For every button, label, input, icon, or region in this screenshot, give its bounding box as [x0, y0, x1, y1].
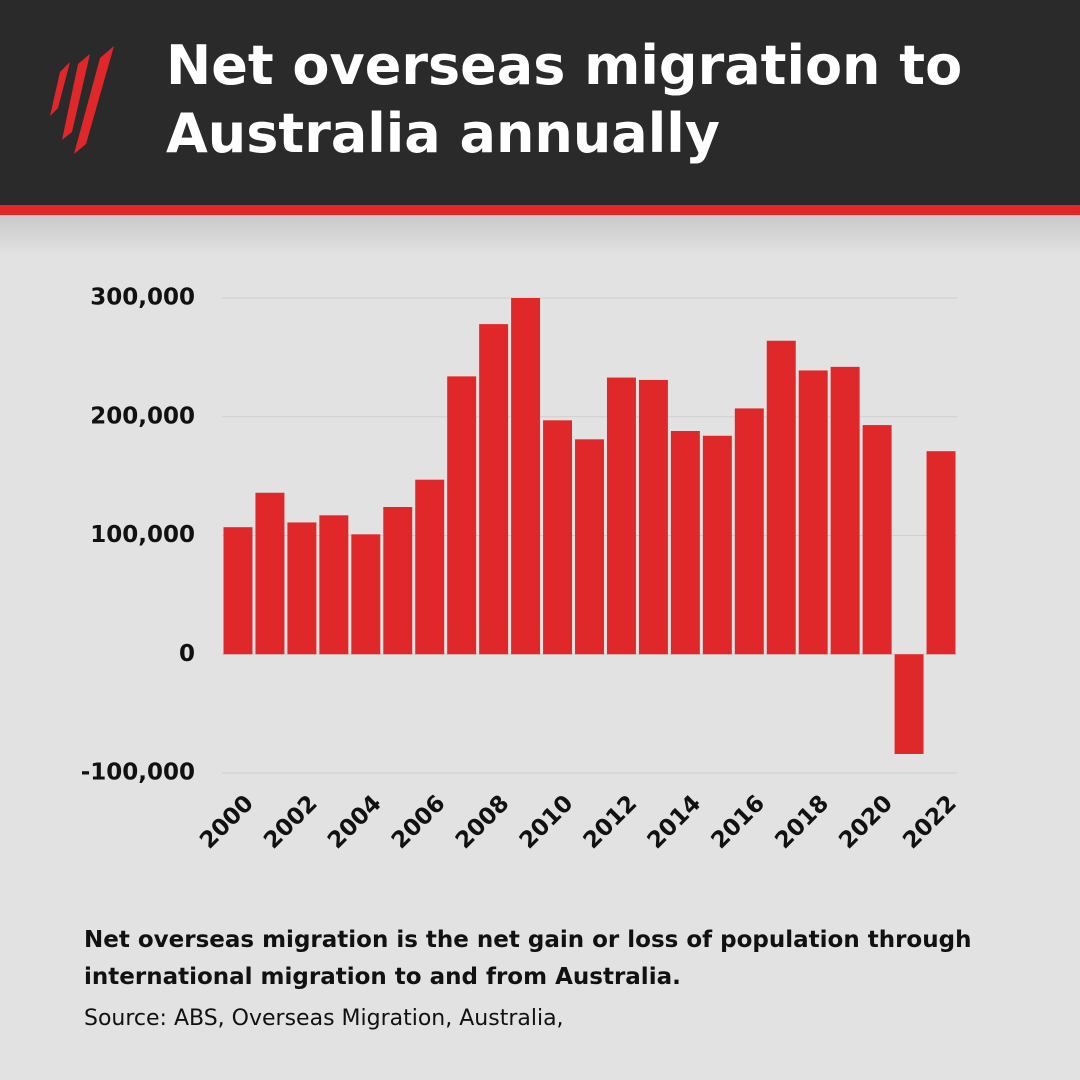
- bar: [894, 654, 924, 754]
- bar: [415, 479, 445, 655]
- x-tick-label: 2000: [195, 790, 259, 854]
- bar: [543, 420, 573, 655]
- logo: [50, 46, 114, 154]
- bar: [830, 366, 860, 655]
- x-tick-label: 2002: [259, 790, 323, 854]
- bar: [606, 377, 636, 655]
- shade: [0, 215, 1080, 255]
- bar: [223, 527, 253, 655]
- y-tick-label: 300,000: [90, 285, 195, 311]
- chart-title: Net overseas migration to Australia annu…: [166, 34, 963, 165]
- x-tick-label: 2016: [706, 790, 770, 854]
- bar: [575, 439, 604, 655]
- x-tick-label: 2012: [579, 790, 643, 854]
- header-stripe: [0, 205, 1080, 215]
- bar: [798, 370, 828, 655]
- bar: [862, 425, 892, 655]
- bar: [702, 435, 732, 655]
- bar: [734, 408, 764, 655]
- x-tick-label: 2022: [898, 790, 962, 854]
- bar: [287, 522, 317, 655]
- bar: [255, 492, 285, 655]
- y-tick-label: -100,000: [81, 760, 195, 786]
- x-tick-label: 2020: [834, 790, 898, 854]
- header: [0, 0, 1080, 205]
- bar: [479, 324, 509, 655]
- x-tick-label: 2014: [643, 790, 707, 854]
- x-tick-label: 2018: [770, 790, 834, 854]
- bar: [926, 451, 956, 655]
- bar: [638, 379, 668, 655]
- bar: [351, 534, 381, 655]
- bar: [766, 340, 796, 655]
- bar: [511, 298, 541, 655]
- x-tick-label: 2004: [323, 790, 387, 854]
- bar: [383, 507, 413, 655]
- x-tick-label: 2010: [515, 790, 579, 854]
- bar: [670, 431, 700, 655]
- y-tick-label: 0: [179, 641, 195, 667]
- x-tick-label: 2006: [387, 790, 451, 854]
- chart-source: Source: ABS, Overseas Migration, Austral…: [84, 1006, 564, 1031]
- chart-note: Net overseas migration is the net gain o…: [84, 927, 972, 990]
- bar: [447, 376, 477, 655]
- y-tick-label: 100,000: [90, 522, 195, 548]
- bar: [319, 515, 349, 655]
- x-tick-label: 2008: [451, 790, 515, 854]
- y-tick-label: 200,000: [90, 403, 195, 429]
